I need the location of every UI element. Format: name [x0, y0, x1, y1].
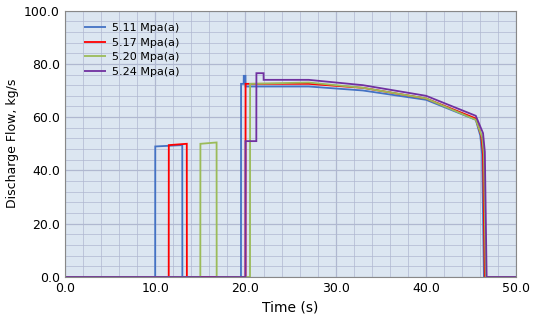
Line: 5.24 Mpa(a): 5.24 Mpa(a) [65, 73, 517, 277]
Line: 5.11 Mpa(a): 5.11 Mpa(a) [65, 76, 517, 277]
5.17 Mpa(a) [478, 134, 485, 138]
5.20 Mpa(a) [482, 275, 489, 279]
5.20 Mpa(a) [306, 81, 312, 84]
5.11 Mpa(a) [179, 275, 185, 279]
5.24 Mpa(a) [306, 78, 312, 82]
5.17 Mpa(a) [480, 151, 486, 155]
Line: 5.17 Mpa(a): 5.17 Mpa(a) [65, 84, 517, 277]
5.20 Mpa(a) [197, 142, 204, 146]
5.11 Mpa(a) [152, 145, 159, 148]
5.20 Mpa(a) [213, 140, 220, 144]
5.20 Mpa(a) [247, 82, 254, 86]
5.17 Mpa(a) [473, 116, 479, 120]
5.24 Mpa(a) [513, 275, 520, 279]
5.11 Mpa(a) [179, 143, 185, 147]
5.17 Mpa(a) [184, 275, 190, 279]
5.17 Mpa(a) [62, 275, 68, 279]
5.11 Mpa(a) [479, 153, 485, 156]
5.11 Mpa(a) [241, 74, 247, 78]
5.11 Mpa(a) [306, 84, 312, 88]
5.17 Mpa(a) [423, 97, 429, 100]
5.11 Mpa(a) [152, 275, 158, 279]
Y-axis label: Discharge Flow, kg/s: Discharge Flow, kg/s [5, 79, 19, 208]
5.17 Mpa(a) [183, 142, 190, 146]
5.20 Mpa(a) [247, 275, 253, 279]
5.20 Mpa(a) [479, 135, 485, 139]
5.24 Mpa(a) [253, 139, 259, 143]
5.11 Mpa(a) [481, 275, 487, 279]
5.11 Mpa(a) [238, 275, 244, 279]
5.17 Mpa(a) [166, 275, 172, 279]
5.11 Mpa(a) [241, 82, 247, 86]
5.20 Mpa(a) [473, 118, 479, 122]
5.24 Mpa(a) [473, 114, 479, 118]
5.20 Mpa(a) [213, 275, 220, 279]
5.24 Mpa(a) [423, 94, 429, 98]
5.24 Mpa(a) [242, 275, 249, 279]
Legend: 5.11 Mpa(a), 5.17 Mpa(a), 5.20 Mpa(a), 5.24 Mpa(a): 5.11 Mpa(a), 5.17 Mpa(a), 5.20 Mpa(a), 5… [79, 19, 184, 81]
5.11 Mpa(a) [242, 74, 249, 78]
5.24 Mpa(a) [360, 83, 366, 87]
5.11 Mpa(a) [473, 118, 479, 122]
5.20 Mpa(a) [513, 275, 520, 279]
5.24 Mpa(a) [480, 131, 486, 135]
5.11 Mpa(a) [360, 89, 366, 92]
5.11 Mpa(a) [513, 275, 520, 279]
5.20 Mpa(a) [360, 86, 366, 90]
Line: 5.20 Mpa(a): 5.20 Mpa(a) [65, 83, 517, 277]
5.11 Mpa(a) [238, 82, 244, 86]
5.11 Mpa(a) [242, 84, 249, 88]
5.11 Mpa(a) [423, 98, 429, 102]
5.17 Mpa(a) [513, 275, 520, 279]
X-axis label: Time (s): Time (s) [263, 300, 319, 315]
5.24 Mpa(a) [253, 71, 259, 75]
5.17 Mpa(a) [482, 275, 488, 279]
5.24 Mpa(a) [482, 150, 488, 154]
5.20 Mpa(a) [197, 275, 204, 279]
5.11 Mpa(a) [62, 275, 68, 279]
5.17 Mpa(a) [360, 86, 366, 90]
5.17 Mpa(a) [166, 143, 172, 147]
5.20 Mpa(a) [481, 153, 487, 156]
5.11 Mpa(a) [477, 134, 483, 138]
5.24 Mpa(a) [260, 78, 267, 82]
5.17 Mpa(a) [306, 82, 312, 86]
5.24 Mpa(a) [242, 139, 249, 143]
5.17 Mpa(a) [242, 82, 249, 86]
5.17 Mpa(a) [242, 275, 249, 279]
5.24 Mpa(a) [62, 275, 68, 279]
5.24 Mpa(a) [260, 71, 267, 75]
5.24 Mpa(a) [483, 275, 490, 279]
5.20 Mpa(a) [62, 275, 68, 279]
5.11 Mpa(a) [179, 275, 185, 279]
5.20 Mpa(a) [423, 97, 429, 100]
